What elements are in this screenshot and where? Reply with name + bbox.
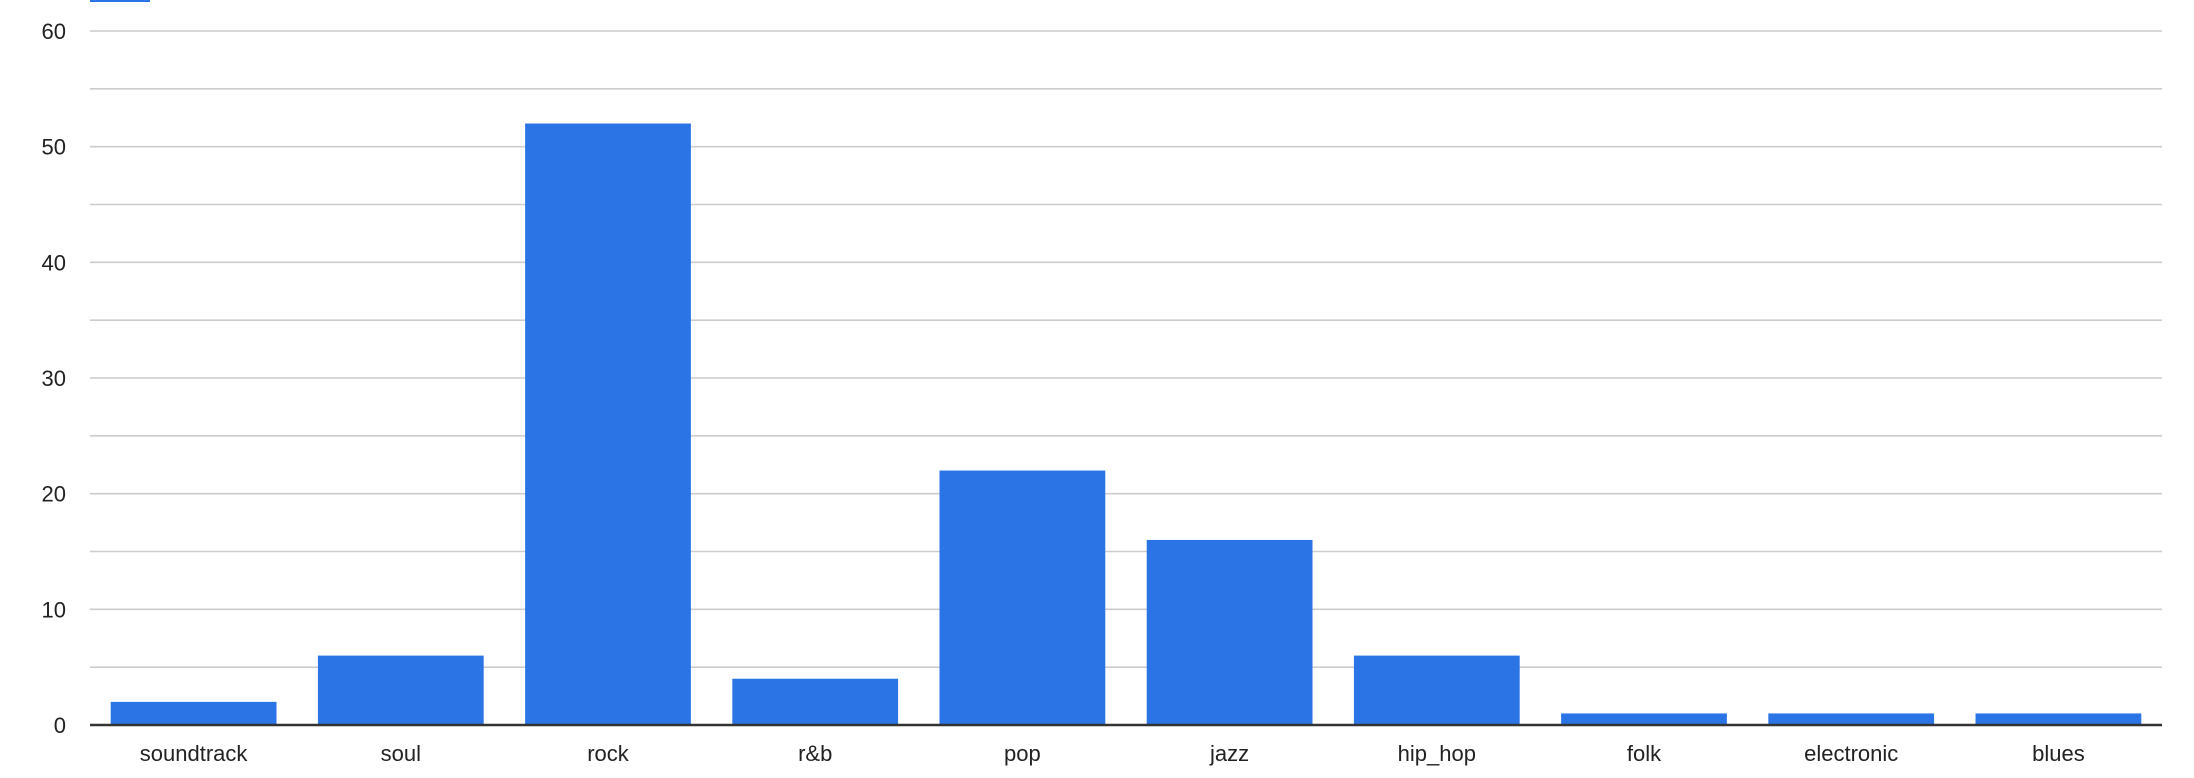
bar-soundtrack <box>110 701 277 725</box>
bar-jazz <box>1146 539 1313 725</box>
gridlines <box>90 30 2162 668</box>
legend <box>90 0 150 2</box>
y-tick-label: 50 <box>42 135 66 160</box>
y-tick-label: 40 <box>42 250 66 275</box>
y-tick-label: 0 <box>54 713 66 738</box>
y-tick-label: 60 <box>42 19 66 44</box>
x-tick-label: pop <box>1004 741 1041 766</box>
bar-rock <box>525 123 691 726</box>
x-tick-label: r&b <box>798 741 832 766</box>
bar-hip_hop <box>1353 655 1520 725</box>
y-tick-label: 30 <box>42 366 66 391</box>
bar-blues <box>1975 713 2142 725</box>
x-tick-label: jazz <box>1209 741 1249 766</box>
x-tick-labels: soundtrack soul rock r&b pop jazz hip_hop folk e… <box>140 741 2085 766</box>
x-tick-label: electronic <box>1804 741 1898 766</box>
bar-folk <box>1561 713 1727 725</box>
x-tick-label: hip_hop <box>1398 741 1476 766</box>
bar-electronic <box>1768 713 1935 725</box>
x-tick-label: soul <box>381 741 421 766</box>
x-tick-label: folk <box>1627 741 1662 766</box>
x-tick-label: soundtrack <box>140 741 249 766</box>
bar-pop <box>939 470 1106 725</box>
y-tick-label: 10 <box>42 597 66 622</box>
bars <box>110 123 2142 726</box>
y-tick-labels: 0 10 20 30 40 50 60 <box>42 19 66 738</box>
bar-r&b <box>732 678 899 725</box>
y-tick-label: 20 <box>42 482 66 507</box>
x-tick-label: rock <box>587 741 630 766</box>
x-tick-label: blues <box>2032 741 2085 766</box>
legend-swatch <box>90 0 150 2</box>
bar-soul <box>317 655 484 725</box>
